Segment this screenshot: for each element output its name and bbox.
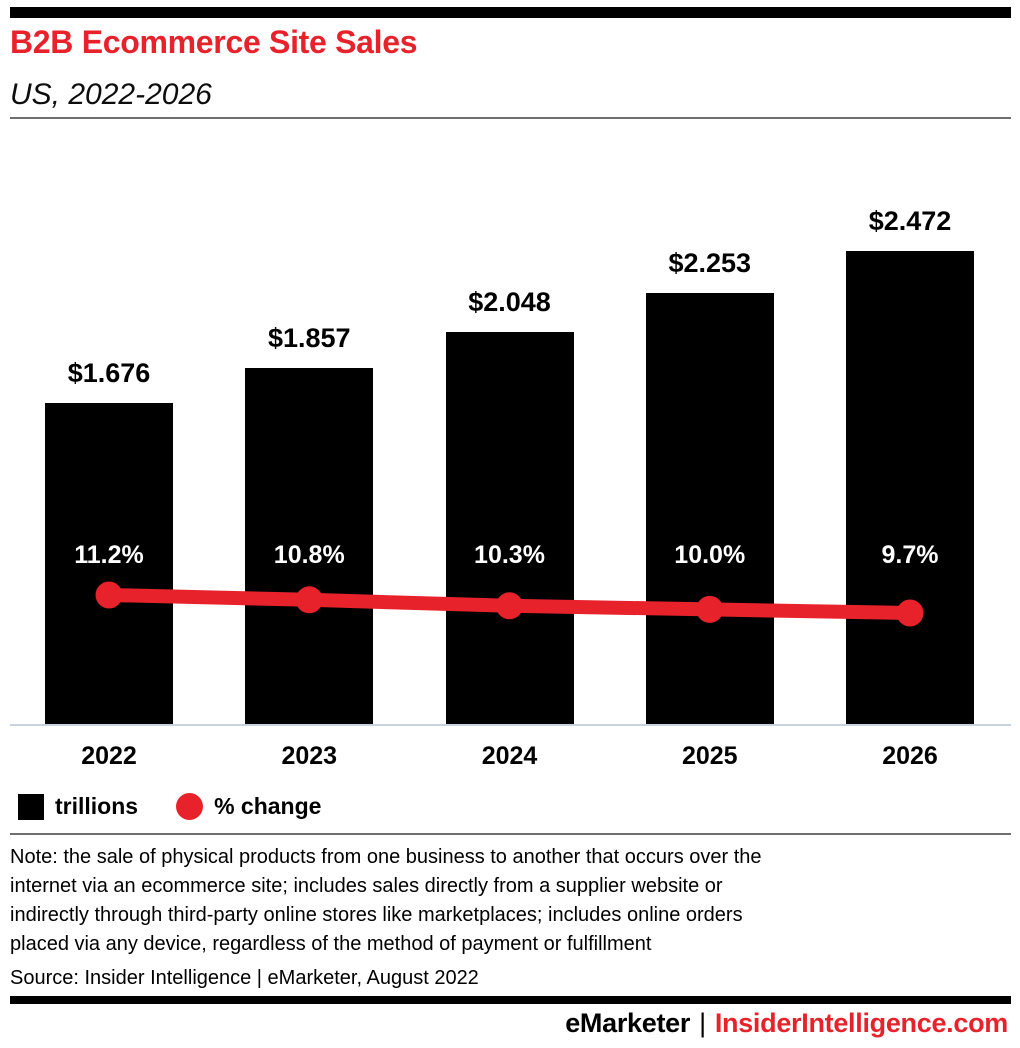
note-divider bbox=[10, 833, 1011, 835]
chart-note: Note: the sale of physical products from… bbox=[10, 843, 762, 959]
legend-label-trillions: trillions bbox=[55, 793, 139, 819]
line-marker-2025 bbox=[696, 595, 724, 623]
note-line: internet via an ecommerce site; includes… bbox=[10, 875, 723, 897]
page-title: B2B Ecommerce Site Sales bbox=[10, 24, 418, 60]
bar-value-label: $1.676 bbox=[67, 358, 151, 389]
bar-2024 bbox=[445, 331, 574, 724]
bar-value-label: $2.253 bbox=[668, 247, 752, 278]
bar-2026 bbox=[846, 250, 974, 724]
top-black-rule bbox=[10, 7, 1011, 18]
title-divider bbox=[10, 117, 1011, 119]
source-line: Source: Insider Intelligence | eMarketer… bbox=[10, 967, 479, 989]
pct-label-2023: 10.8% bbox=[273, 541, 345, 569]
brand-emarketer: eMarketer bbox=[565, 1008, 691, 1038]
line-marker-2026 bbox=[896, 599, 924, 627]
brand-footer: eMarketer | InsiderIntelligence.com bbox=[565, 1008, 1008, 1039]
x-axis-label-2023: 2023 bbox=[281, 742, 338, 770]
pct-label-2024: 10.3% bbox=[474, 541, 545, 569]
pct-label-2025: 10.0% bbox=[674, 541, 746, 569]
line-marker-2022 bbox=[95, 581, 123, 609]
bar-2022 bbox=[45, 403, 173, 724]
bottom-black-rule bbox=[10, 996, 1011, 1004]
bar-value-label: $1.857 bbox=[267, 323, 351, 354]
page-subtitle: US, 2022-2026 bbox=[10, 78, 212, 111]
note-line: Note: the sale of physical products from… bbox=[10, 846, 762, 868]
x-axis-label-2022: 2022 bbox=[81, 742, 137, 770]
x-axis-label-2025: 2025 bbox=[681, 742, 738, 770]
pct-label-2022: 11.2% bbox=[74, 541, 144, 569]
brand-separator: | bbox=[699, 1008, 706, 1038]
note-line: indirectly through third-party online st… bbox=[10, 904, 743, 926]
bar-value-label: $2.472 bbox=[868, 205, 952, 236]
line-path bbox=[108, 588, 911, 620]
chart-legend: trillions % change bbox=[18, 793, 321, 820]
pct-label-2026: 9.7% bbox=[881, 541, 939, 569]
brand-insiderintelligence-link[interactable]: InsiderIntelligence.com bbox=[714, 1008, 1008, 1038]
legend-circle-swatch bbox=[176, 793, 204, 820]
x-axis-line bbox=[10, 724, 1011, 726]
line-marker-2023 bbox=[295, 586, 323, 614]
legend-label-pct-change: % change bbox=[214, 793, 322, 819]
x-axis-label-2024: 2024 bbox=[481, 742, 538, 770]
note-line: placed via any device, regardless of the… bbox=[10, 933, 652, 955]
line-marker-2024 bbox=[496, 592, 523, 620]
legend-square-swatch bbox=[18, 793, 44, 820]
bar-2025 bbox=[645, 292, 774, 724]
x-axis-label-2026: 2026 bbox=[882, 742, 938, 770]
bar-2023 bbox=[245, 368, 374, 724]
bar-value-label: $2.048 bbox=[468, 286, 551, 317]
